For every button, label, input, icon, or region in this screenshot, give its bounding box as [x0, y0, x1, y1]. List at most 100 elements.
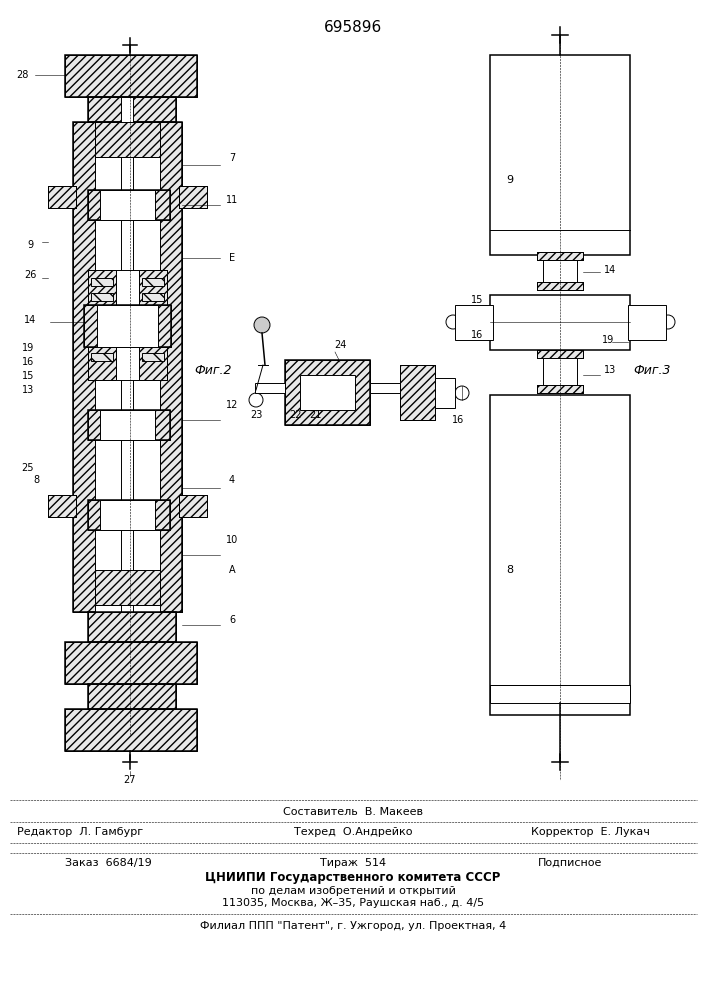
Text: Редактор  Л. Гамбург: Редактор Л. Гамбург: [17, 827, 143, 837]
Text: 22: 22: [288, 410, 301, 420]
Bar: [116, 270, 139, 380]
Text: 15: 15: [471, 295, 483, 305]
Bar: [91, 293, 113, 301]
Bar: [490, 685, 630, 703]
Bar: [95, 570, 160, 605]
Bar: [88, 190, 170, 220]
Text: 21: 21: [309, 410, 321, 420]
Bar: [100, 500, 155, 530]
Bar: [142, 278, 164, 286]
Text: 13: 13: [22, 385, 34, 395]
Bar: [537, 282, 583, 290]
Bar: [84, 305, 171, 347]
Bar: [88, 410, 170, 440]
Text: 19: 19: [22, 343, 34, 353]
Bar: [95, 122, 160, 612]
Text: Техред  О.Андрейко: Техред О.Андрейко: [293, 827, 412, 837]
Bar: [255, 383, 285, 393]
Text: 7: 7: [229, 153, 235, 163]
Bar: [121, 97, 133, 665]
Bar: [537, 350, 583, 358]
Bar: [91, 338, 113, 346]
Text: Подписное: Подписное: [538, 858, 602, 868]
Text: 19: 19: [602, 335, 614, 345]
Bar: [88, 410, 170, 440]
Bar: [285, 360, 370, 425]
Text: Заказ  6684/19: Заказ 6684/19: [65, 858, 152, 868]
Bar: [160, 122, 182, 612]
Bar: [139, 270, 167, 380]
Bar: [48, 186, 76, 208]
Bar: [97, 305, 158, 347]
Bar: [88, 97, 176, 122]
Bar: [142, 323, 164, 331]
Text: 6: 6: [229, 615, 235, 625]
Text: Тираж  514: Тираж 514: [320, 858, 386, 868]
Bar: [160, 122, 182, 612]
Bar: [88, 270, 116, 380]
Bar: [95, 122, 160, 157]
Bar: [179, 495, 207, 517]
Text: 12: 12: [226, 400, 238, 410]
Text: 9: 9: [506, 175, 513, 185]
Text: ЦНИИПИ Государственного комитета СССР: ЦНИИПИ Государственного комитета СССР: [205, 870, 501, 884]
Bar: [455, 305, 493, 340]
Bar: [95, 570, 160, 605]
Bar: [73, 122, 95, 612]
Bar: [400, 365, 435, 420]
Text: Филиал ППП "Патент", г. Ужгород, ул. Проектная, 4: Филиал ППП "Патент", г. Ужгород, ул. Про…: [200, 921, 506, 931]
Bar: [435, 378, 455, 408]
Text: 9: 9: [27, 240, 33, 250]
Text: 16: 16: [471, 330, 483, 340]
Bar: [95, 122, 160, 157]
Bar: [537, 385, 583, 393]
Text: A: A: [228, 565, 235, 575]
Bar: [142, 293, 164, 301]
Bar: [179, 186, 207, 208]
Bar: [285, 360, 370, 425]
Bar: [490, 395, 630, 715]
Bar: [400, 365, 435, 420]
Bar: [88, 500, 170, 530]
Bar: [139, 270, 167, 380]
Bar: [537, 252, 583, 260]
Bar: [91, 308, 113, 316]
Text: Фиг.3: Фиг.3: [633, 363, 671, 376]
Bar: [100, 190, 155, 220]
Bar: [65, 55, 197, 97]
Bar: [91, 323, 113, 331]
Bar: [65, 55, 197, 97]
Bar: [142, 338, 164, 346]
Bar: [48, 495, 76, 517]
Text: 25: 25: [22, 463, 34, 473]
Bar: [88, 190, 170, 220]
Text: 14: 14: [604, 265, 616, 275]
Text: 26: 26: [24, 270, 36, 280]
Bar: [142, 353, 164, 361]
Bar: [91, 353, 113, 361]
Bar: [48, 495, 76, 517]
Bar: [537, 252, 583, 260]
Text: 14: 14: [24, 315, 36, 325]
Text: 28: 28: [16, 70, 28, 80]
Bar: [88, 500, 170, 530]
Bar: [65, 642, 197, 684]
Text: 695896: 695896: [324, 20, 382, 35]
Bar: [65, 709, 197, 751]
Bar: [88, 684, 176, 709]
Text: Корректор  Е. Лукач: Корректор Е. Лукач: [530, 827, 650, 837]
Circle shape: [125, 321, 135, 331]
Bar: [179, 495, 207, 517]
Bar: [65, 642, 197, 684]
Bar: [300, 375, 355, 410]
Bar: [100, 410, 155, 440]
Text: Фиг.2: Фиг.2: [194, 363, 232, 376]
Text: 13: 13: [604, 365, 616, 375]
Bar: [88, 612, 176, 642]
Bar: [73, 122, 182, 612]
Bar: [543, 358, 577, 388]
Circle shape: [254, 317, 270, 333]
Text: 23: 23: [250, 410, 262, 420]
Bar: [48, 186, 76, 208]
Text: 11: 11: [226, 195, 238, 205]
